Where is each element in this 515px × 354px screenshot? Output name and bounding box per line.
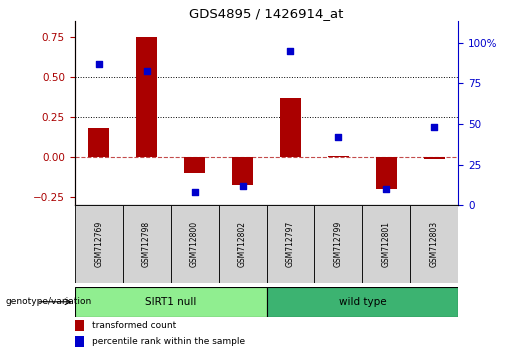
Bar [184, 157, 205, 173]
Text: GSM712798: GSM712798 [142, 221, 151, 267]
Text: percentile rank within the sample: percentile rank within the sample [92, 337, 245, 346]
Point [95, 61, 103, 67]
Point [382, 186, 390, 192]
Bar [136, 37, 158, 157]
Bar [170, 205, 218, 283]
Bar [410, 205, 458, 283]
Bar [88, 129, 110, 157]
Bar [232, 157, 253, 184]
Text: GSM712803: GSM712803 [430, 221, 439, 267]
Bar [363, 205, 410, 283]
Text: GSM712801: GSM712801 [382, 221, 391, 267]
Bar [75, 287, 267, 317]
Text: GSM712799: GSM712799 [334, 221, 343, 267]
Bar [423, 157, 445, 159]
Text: GSM712769: GSM712769 [94, 221, 103, 267]
Bar [267, 287, 458, 317]
Bar [123, 205, 170, 283]
Bar [328, 156, 349, 157]
Point [334, 134, 342, 140]
Bar [375, 157, 397, 189]
Bar [75, 205, 123, 283]
Bar [218, 205, 267, 283]
Text: wild type: wild type [339, 297, 386, 307]
Text: GSM712797: GSM712797 [286, 221, 295, 267]
Title: GDS4895 / 1426914_at: GDS4895 / 1426914_at [190, 7, 344, 20]
Text: transformed count: transformed count [92, 321, 176, 330]
Point [191, 189, 199, 195]
Text: GSM712800: GSM712800 [190, 221, 199, 267]
Bar [267, 205, 315, 283]
Point [143, 68, 151, 73]
Point [238, 183, 247, 189]
Text: GSM712802: GSM712802 [238, 221, 247, 267]
Point [286, 48, 295, 54]
Bar [280, 98, 301, 157]
Bar [315, 205, 363, 283]
Point [430, 125, 438, 130]
Text: SIRT1 null: SIRT1 null [145, 297, 196, 307]
Text: genotype/variation: genotype/variation [5, 297, 91, 306]
